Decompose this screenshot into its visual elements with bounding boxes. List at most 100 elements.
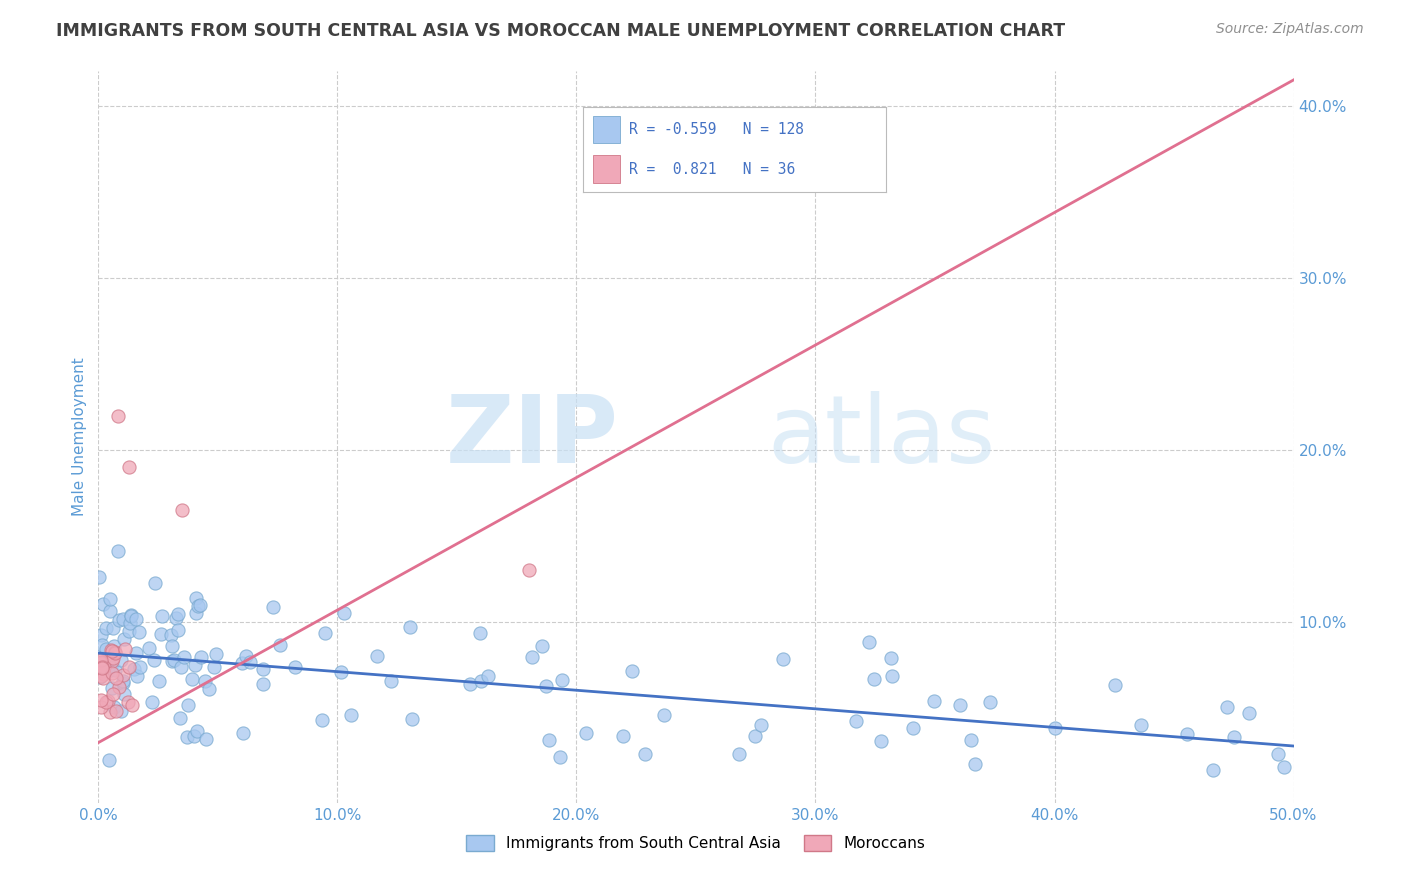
Point	[979, 696, 1001, 710]
Point	[727, 747, 749, 761]
Point	[107, 409, 129, 423]
Point	[93, 655, 115, 669]
Point	[170, 660, 193, 674]
Point	[550, 750, 572, 764]
Point	[922, 694, 945, 708]
Point	[239, 655, 262, 669]
Point	[1222, 731, 1244, 745]
Point	[194, 673, 217, 688]
Point	[330, 665, 353, 679]
Point	[108, 613, 131, 627]
Point	[110, 704, 132, 718]
Point	[128, 625, 150, 640]
Point	[202, 659, 225, 673]
Point	[107, 543, 129, 558]
Point	[530, 639, 553, 653]
Point	[311, 713, 333, 727]
Point	[477, 669, 499, 683]
Point	[772, 652, 794, 666]
Point	[190, 650, 212, 665]
Point	[101, 687, 124, 701]
Point	[166, 624, 188, 638]
Point	[101, 622, 124, 636]
Point	[458, 677, 481, 691]
Point	[138, 640, 160, 655]
Point	[1237, 706, 1260, 720]
Point	[100, 666, 122, 681]
Point	[252, 662, 274, 676]
Point	[269, 638, 291, 652]
Point	[177, 698, 200, 713]
Point	[118, 660, 141, 674]
Point	[1130, 718, 1153, 732]
Point	[534, 679, 557, 693]
Point	[118, 460, 141, 475]
Point	[401, 712, 423, 726]
Point	[176, 730, 198, 744]
Point	[1272, 760, 1295, 774]
Point	[517, 564, 540, 578]
Point	[744, 729, 766, 743]
Point	[863, 673, 886, 687]
Point	[118, 624, 141, 639]
Point	[284, 659, 307, 673]
Point	[522, 650, 544, 665]
Point	[124, 612, 146, 626]
Point	[103, 699, 125, 714]
Bar	[592, 155, 620, 183]
Point	[104, 671, 127, 685]
Point	[187, 599, 209, 614]
Point	[120, 615, 142, 630]
Point	[880, 669, 903, 683]
Point	[620, 665, 643, 679]
Point	[149, 627, 172, 641]
Point	[101, 644, 124, 658]
Point	[100, 643, 122, 657]
Point	[167, 607, 190, 621]
Point	[173, 649, 195, 664]
Point	[235, 648, 257, 663]
Point	[1175, 727, 1198, 741]
Point	[186, 723, 208, 738]
Point	[94, 621, 117, 635]
Point	[112, 688, 135, 702]
Text: R =  0.821   N = 36: R = 0.821 N = 36	[628, 161, 794, 177]
Point	[612, 729, 634, 743]
Point	[148, 673, 170, 688]
Point	[366, 648, 388, 663]
Point	[1043, 721, 1066, 735]
Point	[949, 698, 972, 712]
Point	[880, 651, 903, 665]
Point	[90, 638, 112, 652]
Point	[90, 669, 112, 683]
Point	[111, 674, 134, 689]
Point	[162, 654, 184, 668]
Point	[114, 641, 136, 656]
Point	[380, 674, 402, 689]
Y-axis label: Male Unemployment: Male Unemployment	[72, 358, 87, 516]
Bar	[592, 116, 620, 144]
Point	[190, 598, 212, 612]
Point	[93, 660, 115, 674]
Point	[262, 600, 284, 615]
Point	[103, 639, 125, 653]
Point	[125, 646, 148, 660]
Point	[575, 726, 598, 740]
Point	[150, 608, 173, 623]
Point	[107, 680, 129, 694]
Point	[100, 660, 122, 674]
Point	[111, 667, 134, 681]
Point	[90, 660, 112, 674]
Point	[172, 503, 194, 517]
Point	[98, 604, 121, 618]
Text: IMMIGRANTS FROM SOUTH CENTRAL ASIA VS MOROCCAN MALE UNEMPLOYMENT CORRELATION CHA: IMMIGRANTS FROM SOUTH CENTRAL ASIA VS MO…	[56, 22, 1066, 40]
Point	[90, 656, 112, 670]
Point	[551, 673, 574, 687]
Point	[90, 656, 112, 670]
Point	[470, 674, 492, 689]
Point	[195, 731, 218, 746]
Point	[90, 699, 112, 714]
Point	[91, 671, 114, 685]
Point	[87, 570, 110, 584]
Point	[94, 641, 117, 656]
